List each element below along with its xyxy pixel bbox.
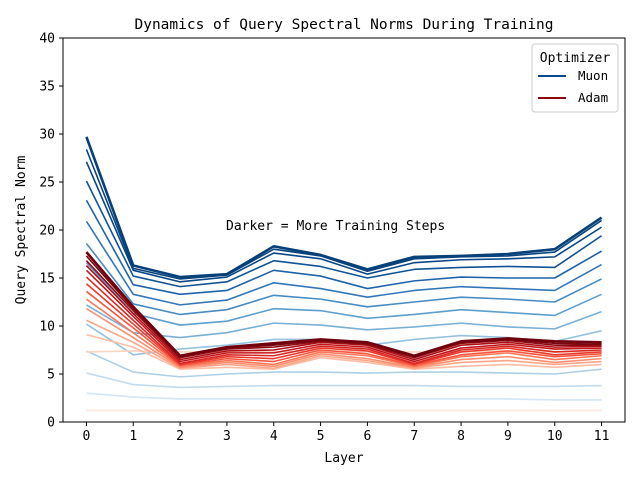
series-muon-12 (85, 149, 603, 280)
series-adam-10 (85, 264, 602, 361)
series-adam-3 (86, 319, 602, 370)
series-adam-9 (85, 269, 602, 363)
series-adam-6 (85, 290, 602, 367)
series-muon-3 (86, 350, 602, 378)
x-tick-label-9: 9 (504, 429, 512, 444)
y-tick-label-8: 40 (39, 32, 55, 47)
y-tick-label-1: 5 (47, 368, 55, 383)
legend-title: Optimizer (540, 51, 611, 66)
y-tick-label-0: 0 (47, 416, 55, 431)
series-adam-8 (85, 276, 602, 365)
legend-frame (531, 43, 619, 113)
series-adam-4 (86, 308, 602, 369)
x-tick-label-10: 10 (547, 429, 563, 444)
series-adam-2 (86, 333, 602, 371)
series-muon-10 (85, 180, 603, 288)
x-tick-label-1: 1 (129, 429, 137, 444)
y-tick-label-3: 15 (39, 272, 55, 287)
series-muon-2 (86, 372, 602, 389)
chart-title: Dynamics of Query Spectral Norms During … (134, 17, 553, 33)
series-muon-9 (85, 199, 602, 296)
legend: Optimizer Muon Adam (531, 43, 619, 113)
legend-label-muon: Muon (578, 68, 608, 83)
annotation: Darker = More Training Steps (226, 219, 445, 234)
series-muon-6 (85, 262, 602, 326)
x-tick-label-5: 5 (317, 429, 325, 444)
x-axis: 0 1 2 3 4 5 6 7 8 9 10 11 (83, 422, 610, 444)
x-tick-label-3: 3 (223, 429, 231, 444)
series-muon-7 (85, 242, 602, 316)
x-tick-label-11: 11 (594, 429, 610, 444)
x-tick-label-0: 0 (83, 429, 91, 444)
series-adam-13 (85, 251, 602, 358)
x-tick-label-7: 7 (410, 429, 418, 444)
x-tick-label-2: 2 (176, 429, 184, 444)
y-tick-label-7: 35 (39, 80, 55, 95)
y-axis: 0 5 10 15 20 25 30 35 40 (39, 32, 63, 431)
series-layer (85, 136, 603, 412)
series-muon-1 (86, 392, 602, 401)
series-muon-13 (85, 136, 603, 279)
x-tick-label-6: 6 (364, 429, 372, 444)
y-tick-label-4: 20 (39, 224, 55, 239)
x-tick-label-4: 4 (270, 429, 278, 444)
series-muon-5 (86, 304, 602, 339)
y-tick-label-6: 30 (39, 128, 55, 143)
series-adam-7 (85, 283, 602, 366)
series-muon-8 (85, 220, 602, 306)
y-axis-label: Query Spectral Norm (14, 155, 29, 304)
legend-label-adam: Adam (578, 90, 608, 105)
x-tick-label-8: 8 (457, 429, 465, 444)
series-adam-5 (85, 298, 602, 368)
series-muon-11 (85, 161, 603, 283)
y-tick-label-5: 25 (39, 176, 55, 191)
x-axis-label: Layer (324, 451, 363, 466)
y-tick-label-2: 10 (39, 320, 55, 335)
